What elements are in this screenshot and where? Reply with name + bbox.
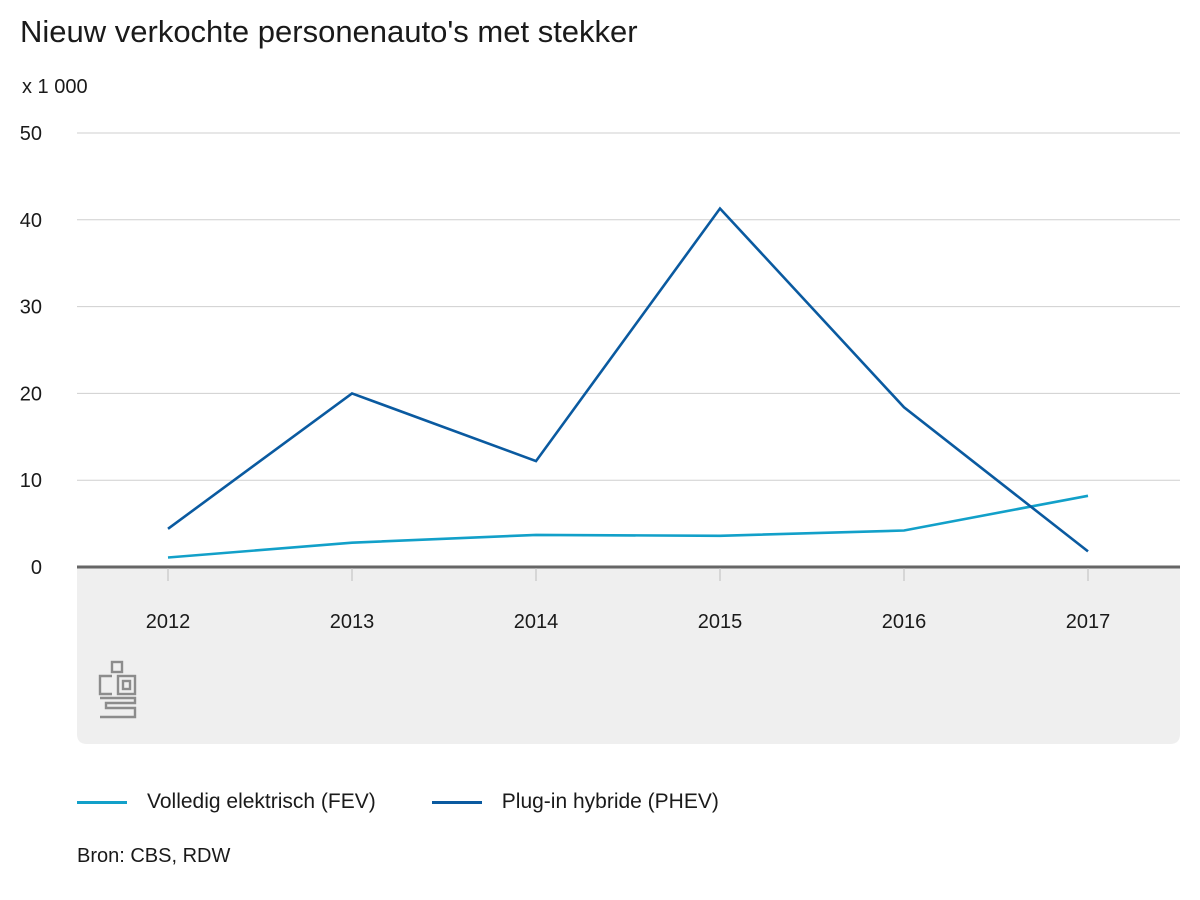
y-tick-label: 40 — [20, 210, 42, 232]
line-chart: 0 10 20 30 40 50 2012 2013 2014 2015 2016 2017 — [20, 123, 1180, 744]
legend: Volledig elektrisch (FEV) Plug-in hybrid… — [77, 790, 775, 814]
x-tick-label: 2013 — [330, 611, 375, 633]
cbs-logo-icon — [98, 660, 137, 719]
y-unit-label: x 1 000 — [22, 76, 88, 98]
legend-swatch-phev — [431, 800, 482, 804]
y-tick-label: 10 — [20, 470, 42, 492]
gridlines — [77, 132, 1180, 569]
x-axis-panel — [77, 567, 1180, 744]
x-tick-label: 2016 — [882, 611, 927, 633]
legend-swatch-fev — [77, 800, 127, 804]
y-tick-label: 50 — [20, 123, 42, 145]
series-line-fev — [167, 494, 1089, 559]
y-tick-label: 0 — [31, 557, 42, 579]
x-tick-label: 2014 — [514, 611, 559, 633]
x-axis-ticks: 2012 2013 2014 2015 2016 2017 — [146, 568, 1111, 633]
legend-label-fev: Volledig elektrisch (FEV) — [147, 790, 376, 813]
legend-item-phev: Plug-in hybride (PHEV) — [431, 790, 719, 814]
x-tick-label: 2015 — [698, 611, 743, 633]
chart-title: Nieuw verkochte personenauto's met stekk… — [20, 14, 638, 49]
source-note: Bron: CBS, RDW — [77, 845, 231, 867]
y-tick-label: 30 — [20, 297, 42, 319]
series-line-phev — [167, 206, 1089, 553]
x-axis-panel-bg — [77, 567, 1180, 744]
y-tick-label: 20 — [20, 383, 42, 405]
legend-item-fev: Volledig elektrisch (FEV) — [77, 790, 376, 814]
legend-label-phev: Plug-in hybride (PHEV) — [501, 790, 719, 813]
x-tick-label: 2012 — [146, 611, 191, 633]
x-tick-label: 2017 — [1066, 611, 1111, 633]
y-axis-ticks: 0 10 20 30 40 50 — [20, 123, 42, 579]
series-lines — [167, 206, 1089, 559]
